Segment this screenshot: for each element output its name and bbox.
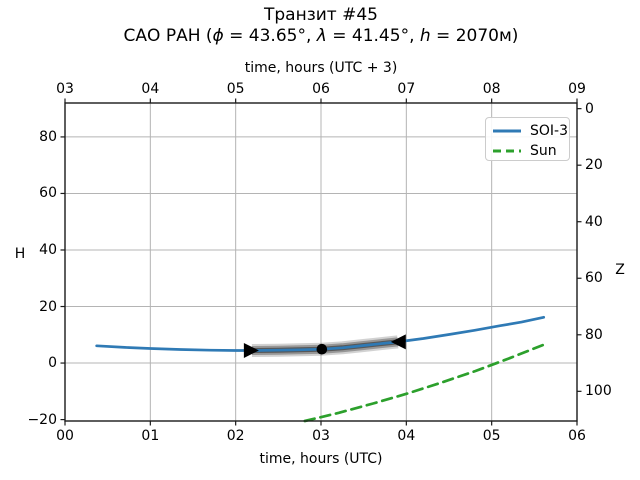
subtitle-h-value: = 2070м)	[430, 26, 519, 46]
right-tick-label: 100	[585, 383, 612, 400]
h-symbol: h	[419, 26, 431, 46]
chart-title: Транзит #45	[264, 5, 378, 25]
left-tick-label: 20	[39, 298, 57, 315]
legend-entry-soi3: SOI-3	[492, 122, 569, 140]
subtitle-prefix: САО РАН (	[123, 26, 213, 46]
bottom-tick-label: 03	[312, 428, 330, 444]
lambda-symbol: λ	[316, 26, 327, 46]
bottom-tick-label: 00	[56, 428, 74, 444]
left-axis-label: H	[14, 246, 26, 262]
bottom-tick-label: 04	[397, 428, 416, 444]
left-tick-label: 0	[48, 355, 57, 372]
legend: SOI-3 Sun	[485, 117, 570, 161]
top-tick-label: 09	[568, 81, 586, 97]
transit-end-marker	[390, 334, 406, 350]
top-axis-label: time, hours (UTC + 3)	[244, 60, 398, 76]
soi3-line-swatch	[493, 129, 521, 133]
subtitle-phi-value: = 43.65°,	[223, 26, 317, 46]
subtitle-lambda-value: = 41.45°,	[326, 26, 420, 46]
left-tick-label: 80	[39, 128, 57, 145]
top-tick-label: 08	[482, 81, 501, 97]
right-tick-label: 40	[585, 213, 603, 230]
right-tick-label: 80	[585, 326, 603, 343]
right-axis-label: Z	[615, 262, 625, 278]
bottom-tick-label: 06	[568, 428, 586, 444]
sun-line-swatch	[493, 149, 521, 153]
left-tick-label: 60	[39, 185, 57, 202]
left-tick-label: 40	[39, 241, 57, 258]
right-tick-label: 60	[585, 270, 603, 287]
top-tick-label: 07	[397, 81, 416, 97]
legend-label-sun: Sun	[530, 143, 557, 159]
left-tick-label: −20	[27, 411, 57, 428]
top-tick-label: 03	[56, 81, 74, 97]
chart-subtitle: САО РАН (ϕ = 43.65°, λ = 41.45°, h = 207…	[65, 27, 577, 46]
phi-symbol: ϕ	[212, 26, 224, 46]
bottom-tick-label: 02	[226, 428, 245, 444]
series-line-sun	[303, 343, 546, 423]
series-line-soi-3	[95, 315, 546, 352]
bottom-axis-label: time, hours (UTC)	[259, 451, 383, 467]
culmination-dot-marker	[316, 343, 328, 355]
top-tick-label: 04	[141, 81, 160, 97]
top-tick-label: 06	[312, 81, 330, 97]
transit-start-marker	[243, 342, 259, 358]
bottom-tick-label: 05	[482, 428, 501, 444]
right-tick-label: 0	[585, 100, 594, 117]
bottom-tick-label: 01	[141, 428, 160, 444]
top-tick-label: 05	[226, 81, 245, 97]
right-tick-label: 20	[585, 157, 603, 174]
legend-entry-sun: Sun	[492, 142, 569, 160]
legend-label-soi3: SOI-3	[530, 123, 568, 139]
